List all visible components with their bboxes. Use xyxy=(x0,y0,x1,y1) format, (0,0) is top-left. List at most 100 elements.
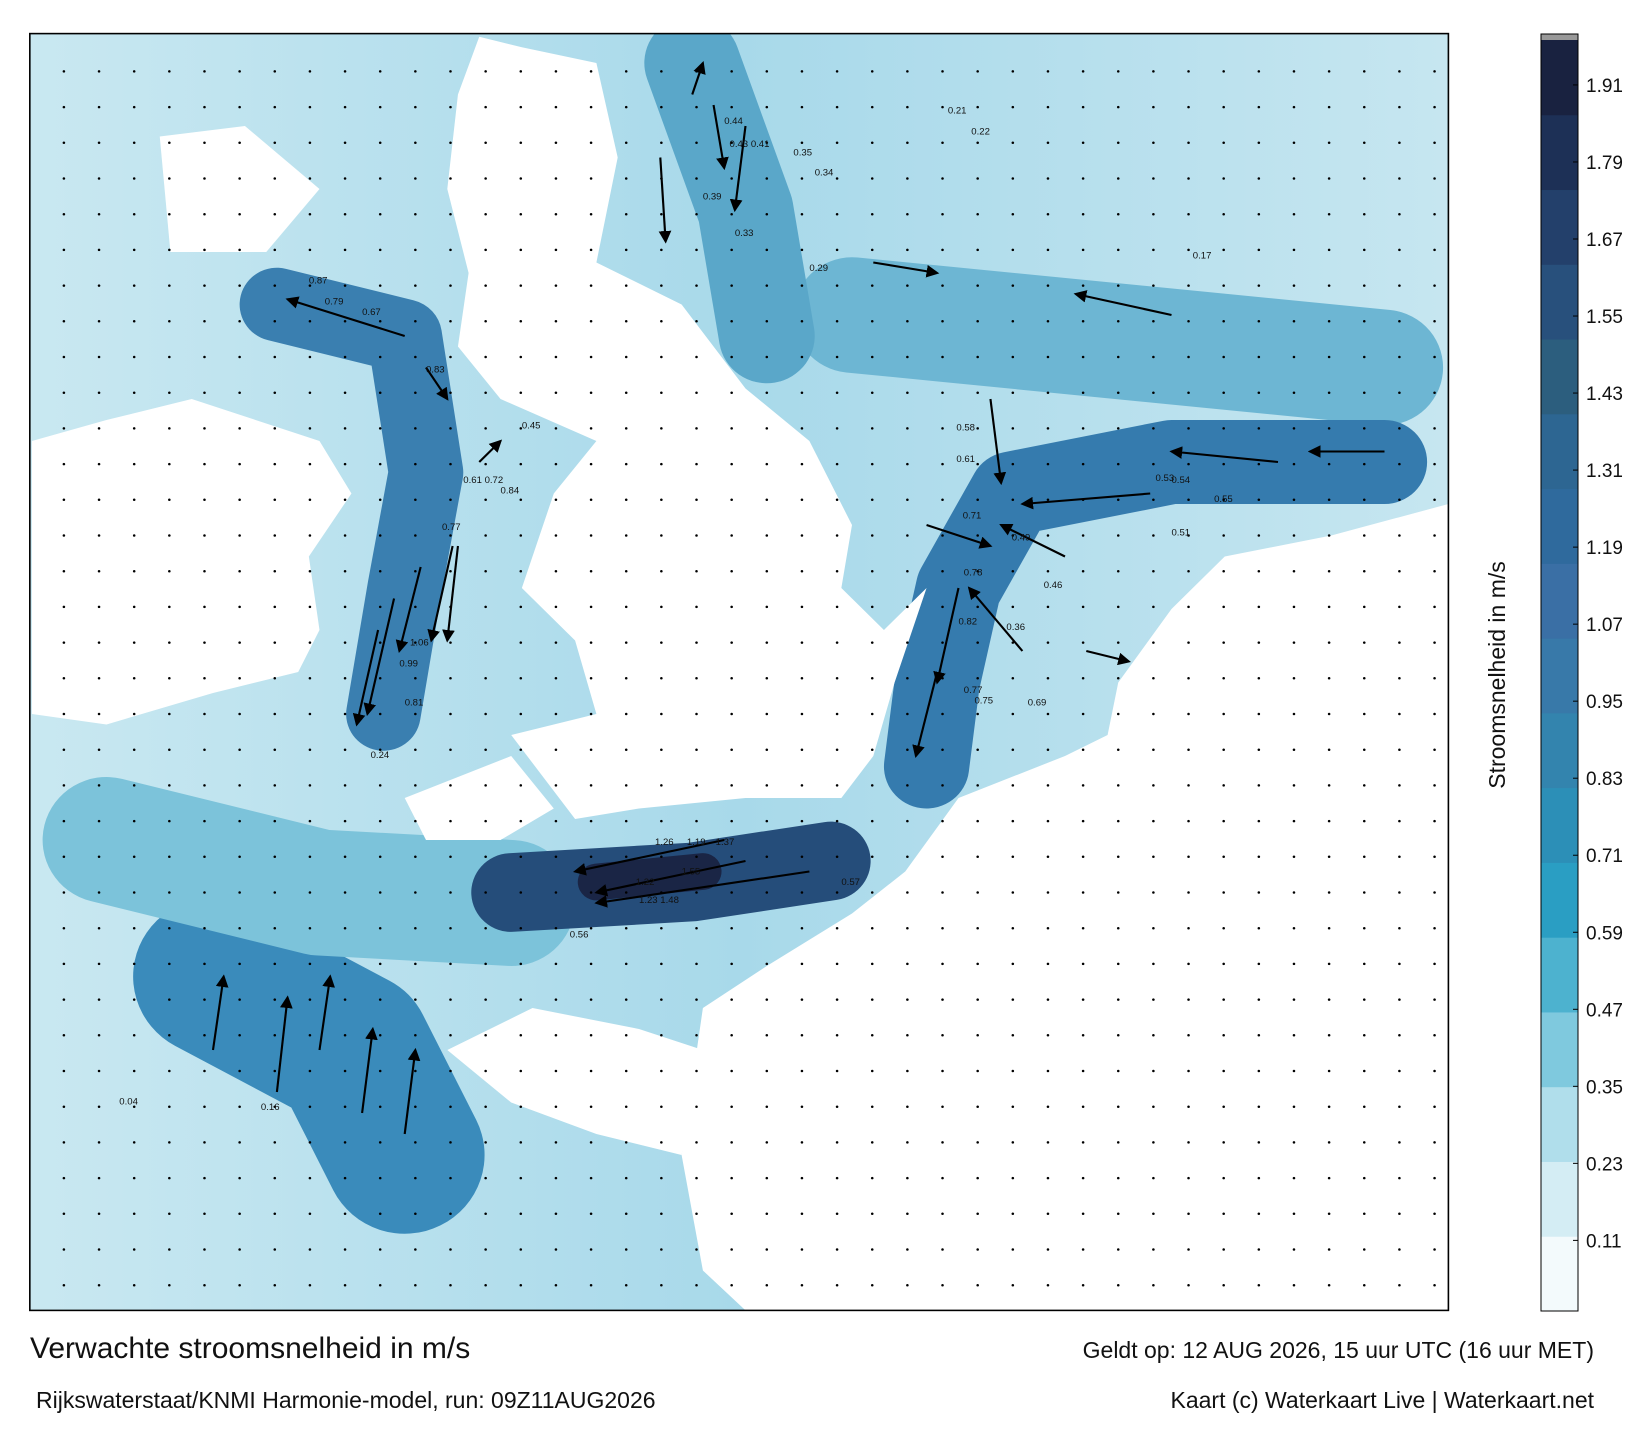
grid-dot xyxy=(941,177,944,180)
grid-dot xyxy=(835,677,839,680)
grid-dot xyxy=(343,462,347,466)
grid-dot xyxy=(519,320,523,323)
grid-dot xyxy=(1222,569,1225,573)
grid-dot xyxy=(1398,1105,1401,1108)
grid-dot xyxy=(132,355,136,359)
map-value-label: 0.72 xyxy=(485,475,504,486)
grid-dot xyxy=(624,1105,628,1108)
colorbar-tick-label: 0.23 xyxy=(1586,1154,1623,1175)
grid-dot xyxy=(695,248,698,252)
grid-dot xyxy=(941,141,944,145)
grid-dot xyxy=(132,284,136,287)
grid-dot xyxy=(238,355,241,359)
grid-dot xyxy=(1046,962,1050,966)
map-labels: 0.440.43 0.410.350.340.390.330.290.210.22… xyxy=(119,105,1232,1112)
grid-dot xyxy=(484,212,487,216)
map-value-label: 0.44 xyxy=(724,116,743,127)
grid-dot xyxy=(941,498,944,502)
grid-dot xyxy=(624,891,628,894)
grid-dot xyxy=(484,1141,487,1144)
valid-time: Geldt op: 12 AUG 2026, 15 uur UTC (16 uu… xyxy=(1083,1337,1594,1363)
grid-dot xyxy=(870,141,874,145)
grid-dot xyxy=(624,1176,628,1180)
grid-dot xyxy=(1257,1034,1261,1037)
grid-dot xyxy=(695,748,698,751)
grid-dot xyxy=(308,534,312,537)
grid-dot xyxy=(414,855,417,859)
grid-dot xyxy=(343,641,347,644)
grid-dot xyxy=(238,784,241,787)
grid-dot xyxy=(765,534,769,537)
grid-dot xyxy=(976,1069,979,1073)
grid-dot xyxy=(906,784,909,787)
grid-dot xyxy=(554,962,558,966)
grid-dot xyxy=(203,677,206,680)
grid-dot xyxy=(1222,1034,1225,1037)
grid-dot xyxy=(870,1176,874,1180)
grid-dot xyxy=(870,320,874,323)
grid-dot xyxy=(1327,141,1331,145)
colorbar-tick-label: 1.19 xyxy=(1586,538,1623,559)
grid-dot xyxy=(168,355,171,359)
grid-dot xyxy=(1257,248,1261,252)
grid-dot xyxy=(1292,569,1296,573)
grid-dot xyxy=(1327,926,1331,930)
grid-dot xyxy=(730,784,733,787)
grid-dot xyxy=(765,748,769,751)
grid-dot xyxy=(1116,1069,1120,1073)
grid-dot xyxy=(1116,855,1120,859)
grid-dot xyxy=(414,284,417,287)
grid-dot xyxy=(343,1141,347,1144)
grid-dot xyxy=(835,427,839,430)
grid-dot xyxy=(660,427,663,430)
grid-dot xyxy=(554,498,558,502)
grid-dot xyxy=(695,1034,698,1037)
grid-dot xyxy=(414,320,417,323)
grid-dot xyxy=(238,891,241,894)
grid-dot xyxy=(1116,534,1120,537)
grid-dot xyxy=(1011,926,1015,930)
grid-dot xyxy=(660,998,663,1001)
grid-dot xyxy=(343,784,347,787)
grid-dot xyxy=(519,248,523,252)
grid-dot xyxy=(1292,926,1296,930)
grid-dot xyxy=(1433,855,1436,859)
grid-dot xyxy=(1398,1283,1401,1287)
grid-dot xyxy=(870,998,874,1001)
grid-dot xyxy=(168,534,171,537)
grid-dot xyxy=(730,1105,733,1108)
grid-dot xyxy=(414,462,417,466)
map-value-label: 0.54 xyxy=(1172,475,1191,486)
grid-dot xyxy=(730,819,733,823)
grid-dot xyxy=(835,391,839,394)
grid-dot xyxy=(695,712,698,716)
grid-dot xyxy=(62,105,66,109)
grid-dot xyxy=(835,177,839,180)
current-arrow xyxy=(712,104,729,171)
grid-dot xyxy=(624,855,628,859)
grid-dot xyxy=(589,427,593,430)
grid-dot xyxy=(906,212,909,216)
grid-dot xyxy=(484,605,487,609)
grid-dot xyxy=(870,855,874,859)
grid-dot xyxy=(1362,177,1366,180)
current-arrow xyxy=(363,598,396,717)
grid-dot xyxy=(1292,784,1296,787)
grid-dot xyxy=(730,1069,733,1073)
grid-dot xyxy=(800,819,804,823)
grid-dot xyxy=(589,248,593,252)
grid-dot xyxy=(62,1212,66,1216)
grid-dot xyxy=(1292,427,1296,430)
grid-dot xyxy=(308,1176,312,1180)
grid-dot xyxy=(62,248,66,252)
grid-dot xyxy=(168,320,171,323)
grid-dot xyxy=(97,998,101,1001)
grid-dot xyxy=(378,212,382,216)
grid-dot xyxy=(1187,1212,1190,1216)
grid-dot xyxy=(624,1212,628,1216)
grid-dot xyxy=(273,498,277,502)
grid-dot xyxy=(624,248,628,252)
map-value-label: 0.29 xyxy=(809,263,828,274)
map: 0.440.43 0.410.350.340.390.330.290.210.22… xyxy=(29,32,1450,1312)
grid-dot xyxy=(449,819,452,823)
